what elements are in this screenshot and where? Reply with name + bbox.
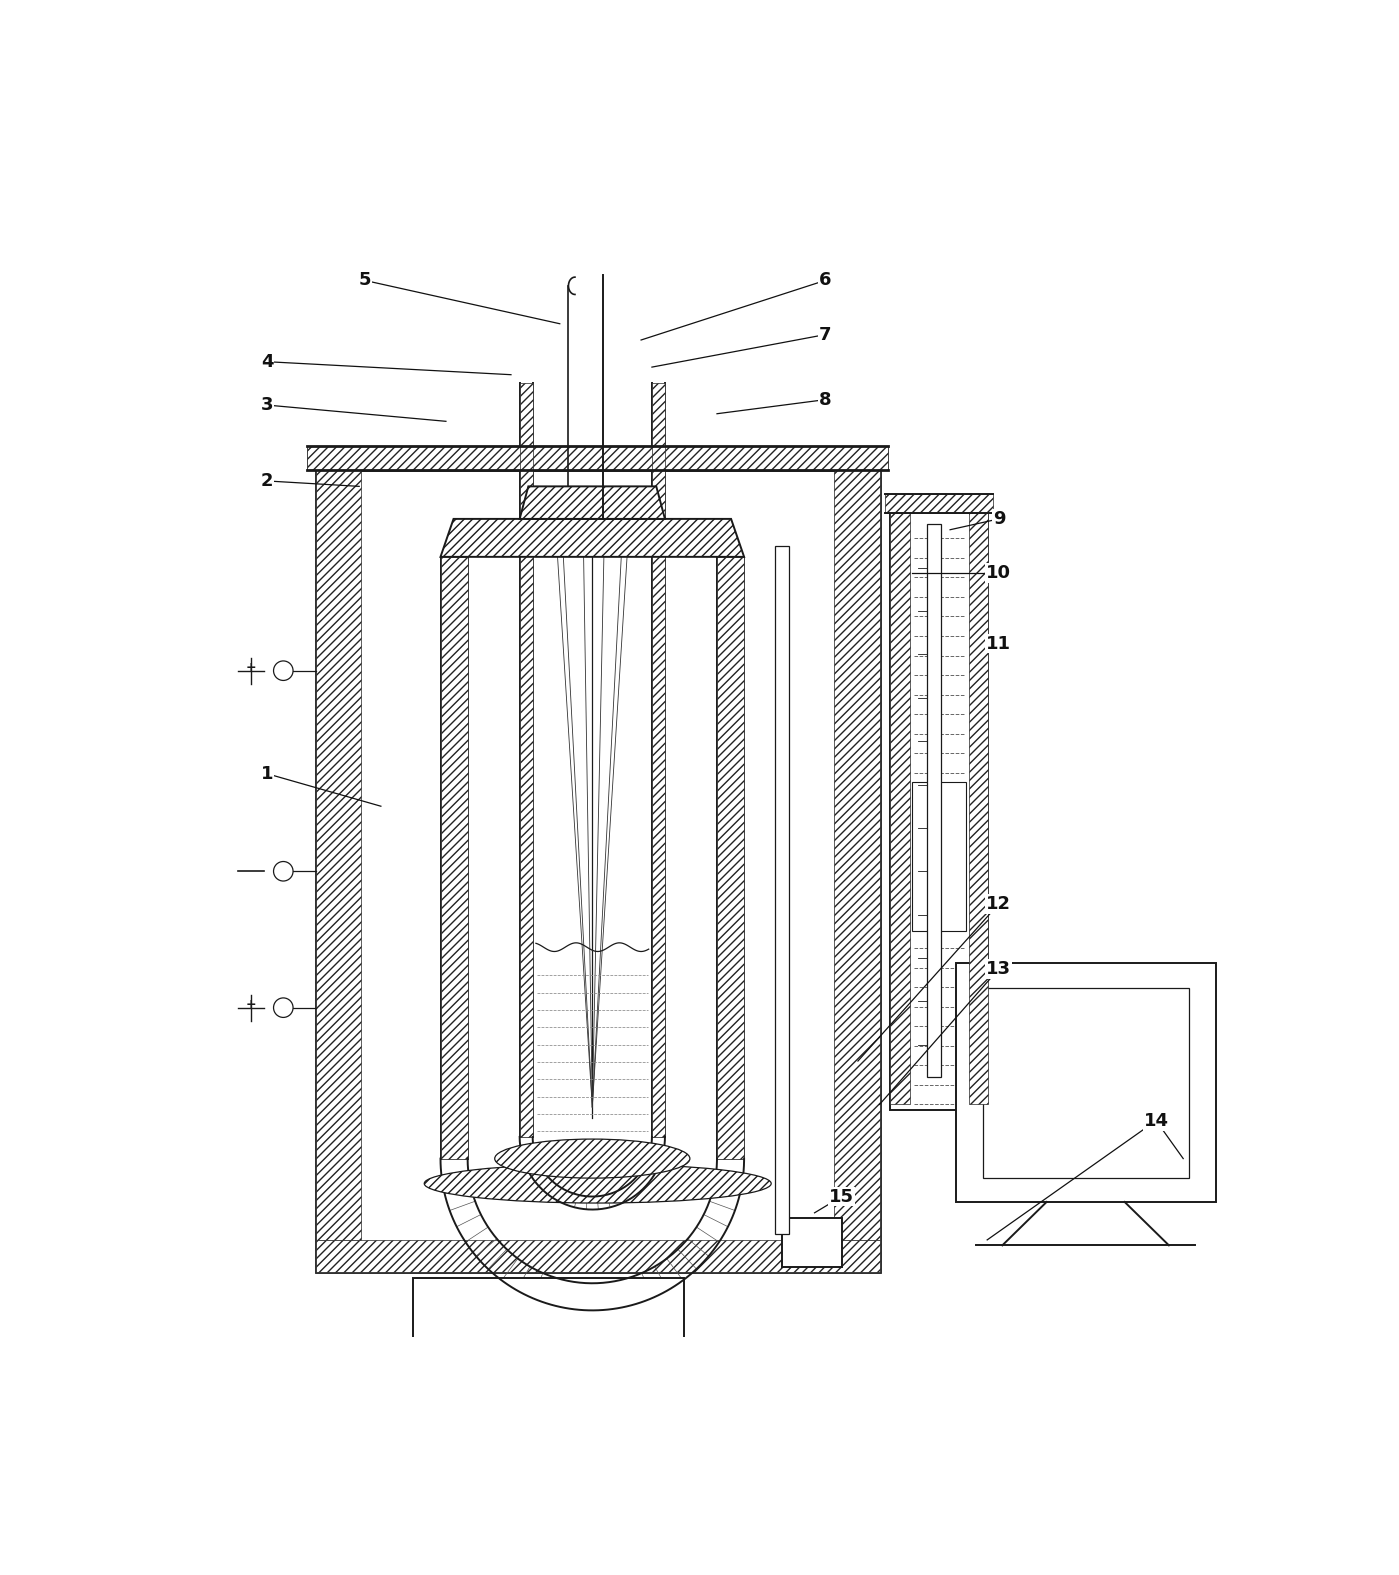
Text: 9: 9 [993, 510, 1004, 528]
Bar [982, 989, 1189, 1178]
Circle shape [274, 662, 292, 680]
Text: 3: 3 [260, 395, 273, 414]
Text: 11: 11 [986, 635, 1011, 652]
Text: 10: 10 [986, 564, 1011, 583]
Bar [441, 558, 467, 1159]
Text: 2: 2 [260, 472, 273, 490]
Bar [912, 781, 967, 931]
Bar [926, 524, 942, 1077]
Text: 12: 12 [986, 895, 1011, 913]
Text: 8: 8 [818, 391, 832, 408]
Bar [308, 446, 888, 469]
Bar [316, 469, 880, 1273]
Text: 15: 15 [830, 1188, 855, 1205]
Bar [775, 547, 789, 1235]
Bar [414, 1277, 684, 1359]
Circle shape [274, 862, 292, 880]
Bar [834, 469, 880, 1240]
Bar [316, 1240, 880, 1273]
Polygon shape [441, 518, 744, 558]
Bar [956, 964, 1216, 1202]
Text: 13: 13 [986, 959, 1011, 978]
Bar [652, 383, 665, 1137]
Text: +: + [245, 662, 256, 674]
Bar [968, 513, 988, 1104]
Bar [891, 513, 988, 1110]
Text: 4: 4 [260, 353, 273, 370]
Polygon shape [519, 487, 665, 518]
Bar [782, 1217, 842, 1266]
Text: 1: 1 [260, 765, 273, 783]
Text: +: + [245, 999, 256, 1011]
Bar [519, 383, 533, 1137]
Text: 5: 5 [358, 271, 371, 290]
Bar [886, 495, 993, 513]
Bar [718, 558, 744, 1159]
Ellipse shape [495, 1139, 690, 1178]
Text: 7: 7 [820, 326, 831, 343]
Circle shape [274, 999, 292, 1017]
Bar [316, 469, 361, 1240]
Bar [891, 513, 909, 1104]
Ellipse shape [424, 1164, 771, 1203]
Text: 14: 14 [1143, 1112, 1168, 1129]
Text: 6: 6 [820, 271, 831, 290]
